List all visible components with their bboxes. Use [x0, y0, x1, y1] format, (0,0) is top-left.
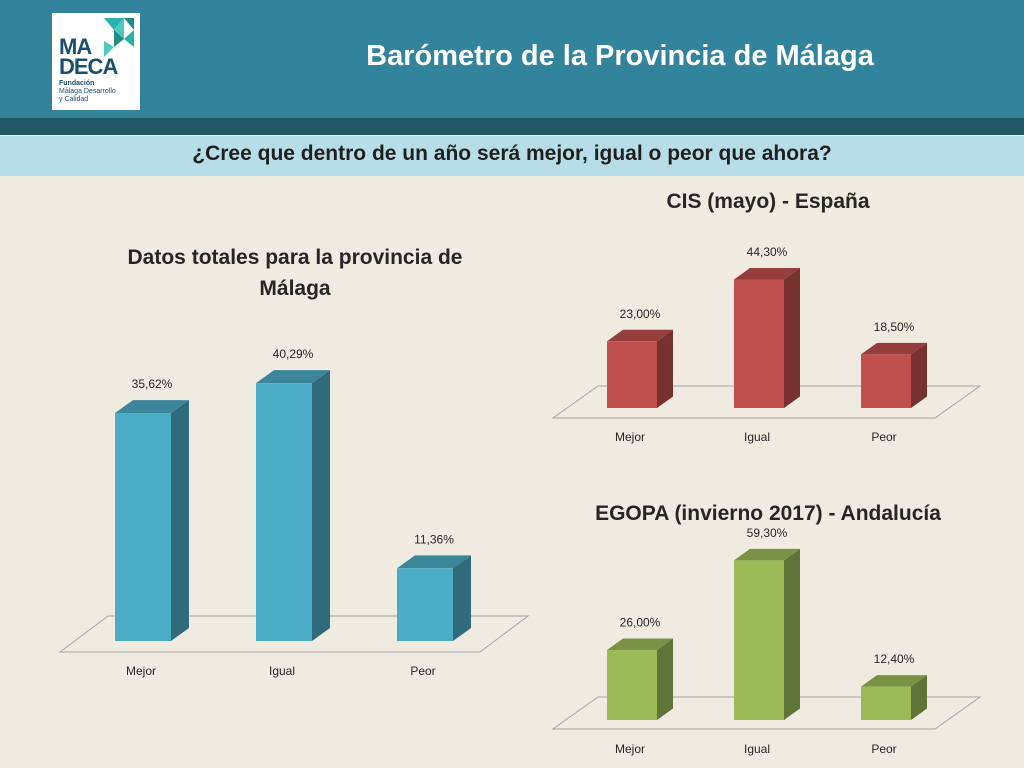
bar-igual — [734, 268, 800, 408]
category-label: Peor — [410, 664, 435, 678]
bar-peor — [861, 342, 927, 408]
logo-triangles-icon — [104, 18, 134, 57]
bar-top — [734, 548, 800, 561]
logo-caption-2: Málaga Desarrollo — [59, 88, 116, 95]
bar-front — [734, 560, 784, 720]
category-label: Peor — [871, 430, 896, 444]
bar-top — [734, 268, 800, 280]
data-label: 40,29% — [273, 347, 314, 361]
chart-floor — [551, 385, 982, 419]
bar-front — [115, 413, 171, 641]
bar-side — [911, 675, 927, 720]
category-label: Igual — [744, 430, 770, 444]
logo-caption-3: y Calidad — [59, 96, 89, 103]
bar-top — [397, 555, 471, 569]
data-label: 23,00% — [620, 307, 661, 321]
bar-top — [607, 638, 673, 650]
bar-mejor — [607, 638, 673, 720]
bar-top — [256, 370, 330, 384]
bar-front — [861, 354, 911, 408]
category-label: Mejor — [615, 430, 645, 444]
bar-side — [911, 342, 927, 408]
question-bar: ¿Cree que dentro de un año será mejor, i… — [0, 136, 1024, 176]
logo-caption-1: Fundación — [59, 80, 95, 87]
data-label: 18,50% — [874, 320, 915, 334]
bar-side — [784, 268, 800, 408]
page-title: Barómetro de la Provincia de Málaga — [366, 40, 874, 72]
bar-igual — [734, 548, 800, 720]
category-label: Mejor — [615, 742, 645, 756]
bar-mejor — [607, 329, 673, 408]
bar-side — [784, 548, 800, 720]
bar-peor — [861, 675, 927, 720]
bar-top — [115, 400, 189, 414]
bar-front — [734, 279, 784, 408]
data-label: 59,30% — [747, 526, 788, 540]
category-label: Igual — [744, 742, 770, 756]
data-label: 44,30% — [747, 245, 788, 259]
data-label: 12,40% — [874, 652, 915, 666]
bar-side — [171, 400, 189, 641]
chart-title-cis: CIS (mayo) - España — [666, 190, 870, 213]
chart-floor — [551, 696, 982, 730]
madeca-logo: MA DECA Fundación Málaga Desarrollo y Ca… — [52, 13, 140, 110]
bar-top — [607, 329, 673, 342]
data-label: 26,00% — [620, 615, 661, 629]
bar-mejor — [115, 400, 189, 641]
data-label: 11,36% — [414, 532, 454, 546]
bar-front — [861, 686, 911, 720]
logo-text-line2: DECA — [59, 54, 118, 79]
category-label: Mejor — [126, 664, 156, 678]
bar-top — [861, 342, 927, 355]
bar-side — [312, 370, 330, 641]
logo-text-line1: MA — [59, 34, 92, 59]
category-label: Peor — [871, 742, 896, 756]
data-label: 35,62% — [132, 377, 173, 391]
chart-floor — [58, 615, 530, 653]
bar-side — [453, 555, 471, 641]
bar-top — [861, 675, 927, 687]
header-bar — [0, 0, 1024, 118]
category-label: Igual — [269, 664, 295, 678]
bar-igual — [256, 370, 330, 641]
bar-side — [657, 329, 673, 408]
chart-title-malaga: Datos totales para la provincia de Málag… — [127, 246, 463, 300]
bar-front — [256, 383, 312, 641]
bar-front — [607, 341, 657, 408]
bar-peor — [397, 555, 471, 641]
question-text: ¿Cree que dentro de un año será mejor, i… — [192, 142, 832, 165]
chart-title-egopa: EGOPA (invierno 2017) - Andalucía — [595, 502, 941, 525]
bar-front — [607, 650, 657, 720]
bar-front — [397, 568, 453, 641]
header-band — [0, 118, 1024, 135]
bar-side — [657, 638, 673, 720]
